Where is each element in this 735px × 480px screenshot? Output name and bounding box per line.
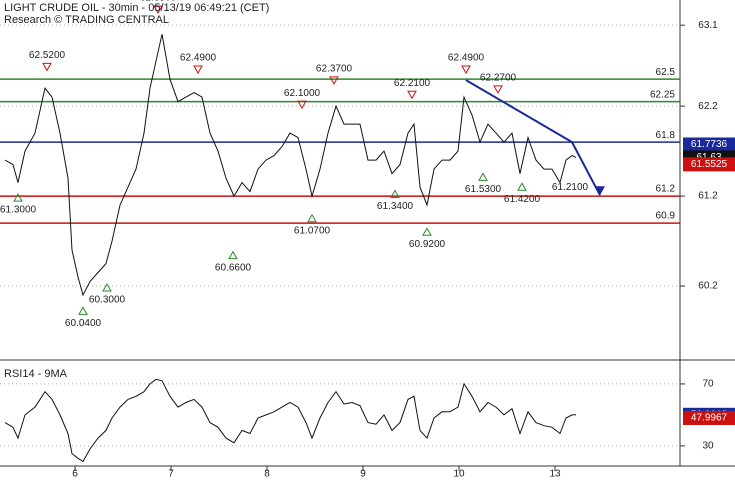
- high-marker: [493, 85, 503, 94]
- x-tick-label: 7: [168, 469, 174, 480]
- trend-label: 61.2100: [552, 182, 589, 193]
- low-label: 61.3400: [377, 201, 414, 212]
- low-marker: [78, 306, 88, 315]
- high-label: 62.4900: [180, 53, 217, 64]
- high-label: 62.2100: [394, 78, 431, 89]
- low-marker: [478, 172, 488, 181]
- low-marker: [422, 227, 432, 236]
- low-marker: [13, 193, 23, 202]
- x-tick-label: 10: [453, 469, 465, 480]
- arrow-head: [595, 186, 605, 196]
- chart-title: LIGHT CRUDE OIL - 30min - 05/13/19 06:49…: [4, 2, 269, 14]
- price-line: [4, 378, 577, 463]
- low-marker: [102, 283, 112, 292]
- high-label: 62.5200: [29, 50, 66, 61]
- high-label: 62.3700: [316, 63, 353, 74]
- high-marker: [297, 100, 307, 110]
- y-tick-label: 62.2: [698, 101, 718, 112]
- level-label: 61.2: [656, 184, 676, 195]
- high-label: 62.2700: [480, 72, 517, 83]
- y-tick-label: 70: [702, 379, 714, 390]
- high-marker: [461, 65, 471, 75]
- price-badge: [683, 410, 735, 425]
- price-line: [4, 34, 577, 297]
- low-label: 60.9200: [409, 239, 446, 250]
- panel-title: RSI14 - 9MA: [4, 368, 68, 380]
- x-tick-label: 9: [360, 469, 366, 480]
- level-label: 62.25: [650, 89, 675, 100]
- y-tick-label: 63.1: [698, 20, 718, 31]
- high-marker: [193, 65, 203, 75]
- low-marker: [390, 189, 400, 198]
- x-tick-label: 6: [72, 469, 78, 480]
- low-label: 60.3000: [89, 295, 126, 306]
- x-tick-label: 13: [549, 469, 561, 480]
- badge-label: 61.7736: [691, 139, 728, 150]
- y-tick-label: 60.2: [698, 281, 718, 292]
- trend-line: [465, 79, 601, 196]
- y-tick-label: 61.2: [698, 191, 718, 202]
- low-label: 60.0400: [65, 318, 102, 329]
- high-marker: [407, 90, 417, 100]
- low-label: 61.3000: [0, 205, 37, 216]
- high-marker: [42, 62, 52, 72]
- chart-subtitle: Research © TRADING CENTRAL: [4, 14, 169, 26]
- high-label: 62.1000: [284, 88, 321, 99]
- price-badge: [683, 137, 735, 152]
- badge-label: 47.9967: [691, 413, 728, 424]
- low-marker: [307, 213, 317, 223]
- low-label: 61.5300: [465, 184, 502, 195]
- high-label: 62.4900: [448, 53, 485, 64]
- y-tick-label: 30: [702, 441, 714, 452]
- badge-label: 61.5525: [691, 159, 728, 170]
- x-tick-label: 8: [264, 469, 270, 480]
- high-marker: [153, 5, 163, 15]
- level-label: 61.8: [656, 130, 676, 141]
- low-marker: [517, 182, 527, 191]
- low-label: 61.0700: [294, 225, 331, 236]
- level-label: 60.9: [656, 211, 676, 222]
- high-marker: [329, 76, 339, 85]
- high-label: 62.3500: [140, 0, 177, 4]
- price-badge: [683, 157, 735, 172]
- low-label: 61.4200: [504, 194, 541, 205]
- low-label: 60.6600: [215, 262, 252, 273]
- level-label: 62.5: [656, 67, 676, 78]
- low-marker: [228, 250, 238, 260]
